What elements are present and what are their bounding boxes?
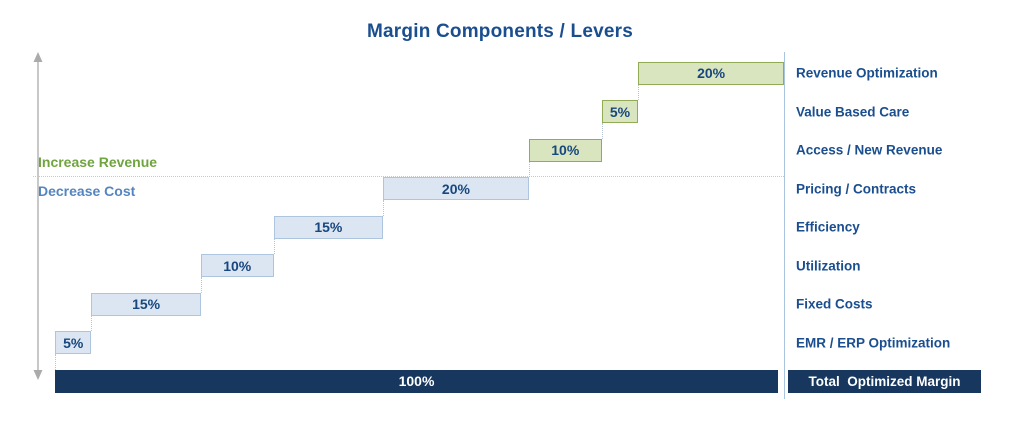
category-label-access-new-revenue: Access / New Revenue xyxy=(796,142,943,158)
bar-value-label: 15% xyxy=(314,219,343,235)
category-label-total-optimized-margin: Total Optimized Margin xyxy=(788,369,981,393)
step-connector xyxy=(638,84,640,100)
bar-value-label: 5% xyxy=(609,103,631,120)
bar-efficiency: 15% xyxy=(273,215,384,239)
step-connector xyxy=(200,277,202,293)
bar-value-label: 10% xyxy=(551,142,580,158)
bar-total-optimized-margin: 100% xyxy=(55,369,778,393)
bar-value-label: 10% xyxy=(223,257,252,274)
bar-fixed-costs: 15% xyxy=(91,292,201,316)
step-connector xyxy=(91,315,93,331)
category-label-efficiency: Efficiency xyxy=(796,219,860,235)
category-label-revenue-optimization: Revenue Optimization xyxy=(796,65,938,81)
bar-utilization: 10% xyxy=(200,254,274,277)
bar-value-label: 100% xyxy=(398,373,435,389)
category-label-emr-erp-optimization: EMR / ERP Optimization xyxy=(796,335,951,350)
bar-pricing-contracts: 20% xyxy=(383,177,529,200)
baseline-axis xyxy=(784,52,785,399)
category-label-utilization: Utilization xyxy=(796,258,861,273)
bar-value-label: 5% xyxy=(63,334,84,351)
step-connector xyxy=(601,123,603,139)
revenue-cost-divider xyxy=(33,176,784,177)
category-label-pricing-contracts: Pricing / Contracts xyxy=(796,181,917,196)
bar-value-label: 20% xyxy=(697,65,726,81)
chart-title: Margin Components / Levers xyxy=(367,21,633,42)
bar-access-new-revenue: 10% xyxy=(528,138,602,162)
category-label-fixed-costs: Fixed Costs xyxy=(796,296,873,312)
step-connector xyxy=(273,238,275,254)
step-connector xyxy=(383,200,385,216)
bar-revenue-optimization: 20% xyxy=(638,61,784,85)
step-connector xyxy=(55,354,56,370)
increase-revenue-label: Increase Revenue xyxy=(38,154,158,170)
bar-value-based-care: 5% xyxy=(601,100,639,123)
bar-value-label: 20% xyxy=(441,180,470,197)
category-label-value-based-care: Value Based Care xyxy=(796,104,910,119)
step-connector xyxy=(528,161,530,177)
bar-value-label: 15% xyxy=(132,296,161,312)
decrease-cost-label: Decrease Cost xyxy=(38,183,136,199)
bar-emr-erp-optimization: 5% xyxy=(55,331,92,354)
vertical-range-arrow-icon xyxy=(33,52,43,380)
